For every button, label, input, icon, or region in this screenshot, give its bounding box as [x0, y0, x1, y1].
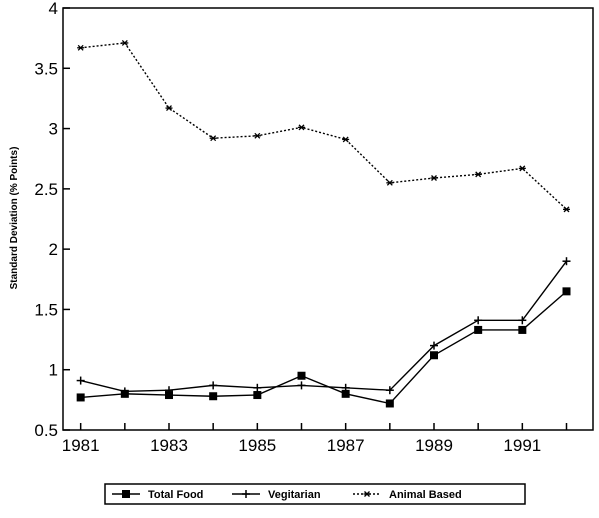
data-point-animal-based [518, 165, 526, 172]
data-point-vegitarian [76, 376, 85, 385]
x-axis: 1981 1983 1985 1987 1989 1991 [62, 423, 568, 455]
y-axis: 0.5 1 1.5 2 2.5 3 3.5 4 [34, 0, 70, 440]
legend-label: Vegitarian [268, 489, 321, 501]
data-point-total-food [385, 399, 394, 408]
y-axis-title: Standard Deviation (% Points) [9, 147, 20, 290]
data-point-vegitarian [253, 383, 262, 392]
series-layer [76, 40, 571, 408]
legend-item-total-food: Total Food [112, 489, 203, 501]
y-axis-title-group: Standard Deviation (% Points) [9, 147, 20, 290]
data-point-vegitarian [385, 386, 394, 395]
data-point-vegitarian [518, 316, 527, 325]
data-point-total-food [76, 393, 85, 402]
data-point-vegitarian [209, 381, 218, 390]
data-point-total-food [430, 351, 438, 360]
data-point-animal-based [386, 179, 394, 186]
series-line-total-food [80, 290, 567, 405]
y-tick-label: 2.5 [34, 180, 58, 199]
y-tick-label: 3 [49, 120, 58, 139]
series-animal-based [77, 40, 570, 213]
data-point-animal-based [474, 171, 482, 178]
series-vegitarian [76, 257, 571, 396]
legend: Total Food Vegitarian Animal Based [104, 483, 526, 505]
data-point-total-food [341, 389, 350, 398]
series-total-food [76, 287, 571, 408]
x-tick-label: 1989 [415, 436, 453, 455]
plot-area-frame [62, 7, 594, 431]
data-point-total-food [518, 325, 527, 334]
data-point-animal-based [77, 44, 85, 51]
legend-item-vegitarian: Vegitarian [232, 489, 321, 501]
x-tick-label: 1983 [150, 436, 188, 455]
y-tick-label: 1 [49, 361, 58, 380]
data-point-animal-based [298, 124, 305, 131]
data-point-total-food [209, 392, 218, 401]
data-point-vegitarian [474, 316, 483, 325]
data-point-vegitarian [430, 341, 438, 350]
data-point-animal-based [430, 175, 438, 181]
y-tick-label: 2 [49, 240, 58, 259]
series-line-animal-based [80, 42, 567, 210]
data-point-animal-based [342, 136, 350, 143]
legend-marker [122, 490, 130, 498]
data-point-animal-based [165, 105, 173, 112]
legend-marker [242, 490, 250, 498]
legend-box [104, 483, 526, 505]
x-tick-label: 1981 [62, 436, 100, 455]
x-tick-label: 1987 [327, 436, 365, 455]
data-point-animal-based [253, 132, 261, 139]
legend-marker [363, 491, 371, 497]
data-point-total-food [297, 371, 306, 380]
data-point-vegitarian [562, 257, 571, 266]
x-tick-label: 1985 [238, 436, 276, 455]
data-point-vegitarian [120, 387, 129, 396]
data-point-vegitarian [341, 383, 350, 392]
legend-label: Total Food [148, 489, 203, 501]
y-tick-label: 0.5 [34, 421, 58, 440]
data-point-total-food [253, 391, 262, 400]
y-tick-label: 1.5 [34, 300, 58, 319]
data-point-total-food [165, 391, 173, 400]
data-point-vegitarian [165, 386, 173, 395]
data-point-total-food [474, 325, 483, 334]
x-tick-label: 1991 [503, 436, 541, 455]
legend-item-animal-based: Animal Based [353, 489, 462, 501]
data-point-vegitarian [297, 381, 306, 390]
legend-label: Animal Based [389, 489, 462, 501]
data-point-total-food [562, 287, 571, 296]
series-line-vegitarian [80, 260, 568, 393]
y-tick-label: 3.5 [34, 59, 58, 78]
y-tick-label: 4 [49, 0, 58, 18]
data-point-animal-based [209, 135, 217, 142]
data-point-animal-based [563, 206, 570, 213]
data-point-animal-based [121, 40, 129, 46]
